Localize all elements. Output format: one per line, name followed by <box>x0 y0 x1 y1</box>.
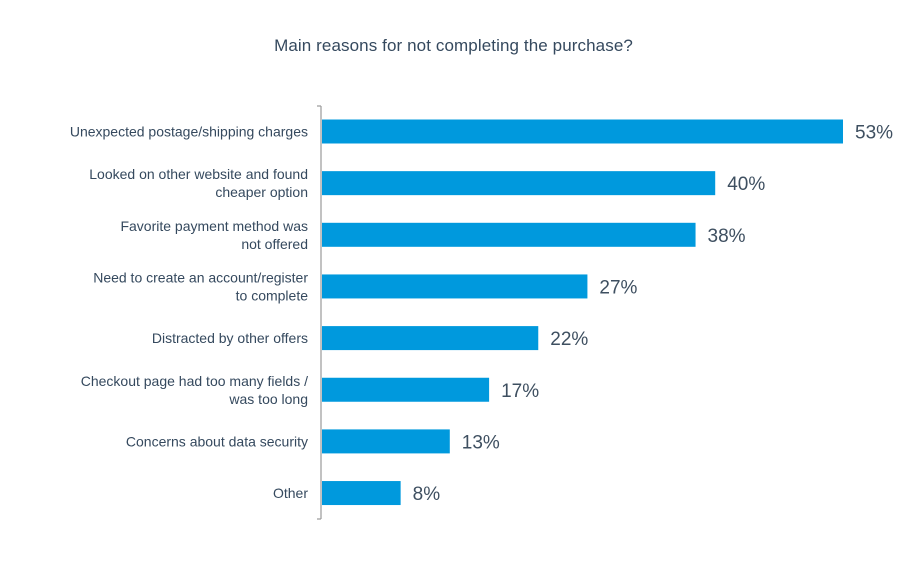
data-label: 27% <box>599 277 637 298</box>
chart-title: Main reasons for not completing the purc… <box>274 36 633 55</box>
bar <box>322 171 716 196</box>
bar <box>322 377 490 402</box>
data-label: 17% <box>501 381 539 402</box>
category-label: Looked on other website and found cheaper… <box>89 166 308 200</box>
data-label: 40% <box>727 174 765 195</box>
data-label: 8% <box>413 484 441 505</box>
data-label: 13% <box>462 432 500 453</box>
data-label: 53% <box>855 123 893 144</box>
category-label: Other <box>273 485 308 501</box>
category-label: Favorite payment method was not offered <box>120 218 308 252</box>
category-label: Unexpected postage/shipping charges <box>70 124 308 140</box>
data-label: 22% <box>550 329 588 350</box>
category-label: Checkout page had too many fields / was t… <box>81 373 308 407</box>
bar <box>322 119 843 144</box>
bar <box>322 222 696 247</box>
category-label: Need to create an account/register to com… <box>93 269 308 303</box>
bar <box>322 326 539 351</box>
bar <box>322 429 450 454</box>
data-label: 38% <box>708 226 746 247</box>
category-label: Distracted by other offers <box>152 330 308 346</box>
bar <box>322 274 588 299</box>
bar <box>322 481 401 506</box>
category-label: Concerns about data security <box>126 433 308 449</box>
